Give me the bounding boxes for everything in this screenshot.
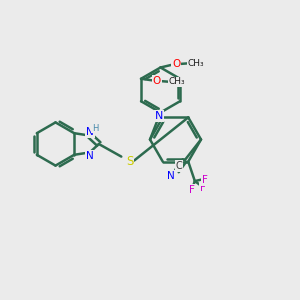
Text: CH₃: CH₃ [168,77,185,86]
Text: N: N [86,127,94,137]
Text: F: F [189,185,195,195]
Text: O: O [172,59,180,69]
Text: N: N [167,171,175,181]
Text: S: S [126,155,134,169]
Text: H: H [92,124,98,133]
Text: F: F [202,175,207,185]
Text: CH₃: CH₃ [188,59,205,68]
Text: C: C [176,161,182,171]
Text: F: F [200,183,206,193]
Text: N: N [86,151,94,161]
Text: O: O [152,76,161,86]
Text: N: N [155,111,163,121]
